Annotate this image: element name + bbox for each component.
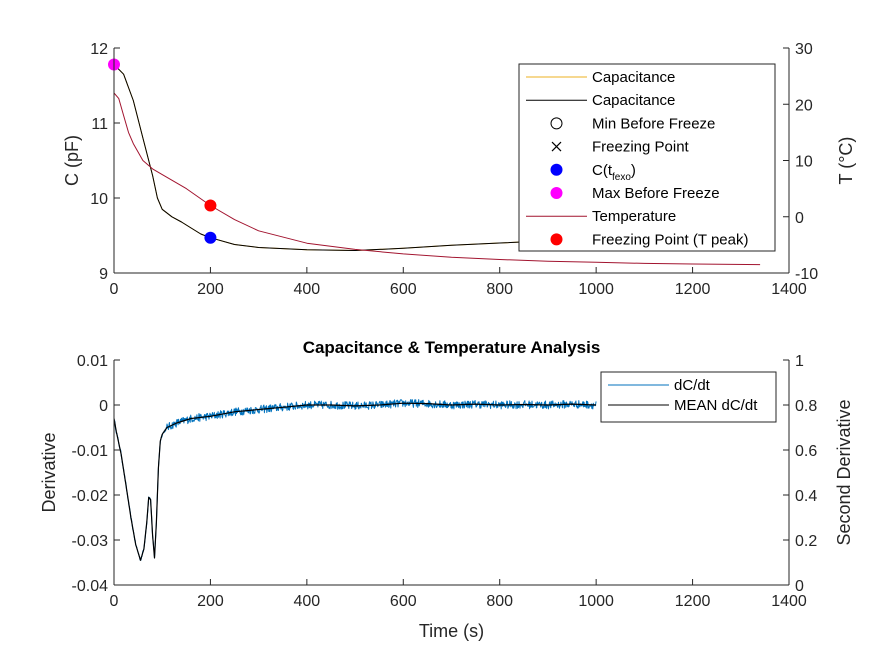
- marker-freezing-point-t-peak-: [204, 199, 217, 212]
- chart-title: Capacitance & Temperature Analysis: [303, 338, 601, 357]
- y-left-tick-label: 0.01: [77, 353, 108, 370]
- y-left-tick-label: -0.02: [72, 488, 109, 505]
- y-right-tick-label: 0: [795, 578, 804, 595]
- series-line-temperature-2: [114, 92, 761, 266]
- x-tick-label: 800: [486, 593, 513, 610]
- legend-box: [600, 371, 777, 423]
- y-left-tick-label: -0.04: [72, 578, 109, 595]
- series-group: [114, 64, 761, 266]
- x-tick-label: 200: [197, 593, 224, 610]
- legend-label: Freezing Point: [592, 139, 690, 156]
- y-left-tick-label: 11: [91, 116, 108, 133]
- y-right-tick-label: 30: [795, 41, 813, 58]
- x-tick-label: 0: [110, 593, 119, 610]
- legend-label: Capacitance: [592, 92, 675, 109]
- x-tick-label: 600: [390, 281, 417, 298]
- series-line-dc-dt-0: [114, 399, 597, 561]
- x-tick-label: 1200: [675, 281, 711, 298]
- y-right-tick-label: -10: [795, 266, 818, 283]
- y-axis-left-label: C (pF): [62, 135, 82, 186]
- y-axis-right-label: T (°C): [836, 137, 856, 185]
- y-right-tick-label: 0: [795, 210, 804, 227]
- x-tick-label: 200: [197, 281, 224, 298]
- bottom-axes: 0 200 400 600 800 1000 1200 1400 -0.04 -0.03 -0.02…: [39, 338, 854, 641]
- x-tick-label: 1000: [578, 593, 614, 610]
- x-tick-label: 1400: [771, 593, 807, 610]
- y-left-tick-label: 9: [99, 266, 108, 283]
- y-right-tick-label: 20: [795, 97, 813, 114]
- x-tick-label: 1200: [675, 593, 711, 610]
- marker-c-tfexo-: [204, 231, 217, 244]
- y-axis-left-label: Derivative: [39, 432, 59, 512]
- legend: Capacitance Capacitance Min Before Freeze F…: [518, 63, 776, 252]
- legend-box: [518, 63, 776, 252]
- legend-label: MEAN dC/dt: [674, 397, 758, 414]
- y-axis-right-label: Second Derivative: [834, 399, 854, 545]
- y-left-tick-label: -0.03: [72, 533, 109, 550]
- y-right-tick-label: 0.2: [795, 533, 817, 550]
- legend-label: Capacitance: [592, 69, 675, 86]
- y-left-tick-label: 10: [90, 191, 108, 208]
- x-tick-label: 400: [294, 281, 321, 298]
- legend-label: Temperature: [592, 208, 676, 225]
- x-tick-label: 800: [486, 281, 513, 298]
- x-tick-label: 1400: [771, 281, 807, 298]
- legend-label: Max Before Freeze: [592, 185, 720, 202]
- series-line-capacitance-1: [114, 64, 597, 251]
- y-right-tick-label: 0.8: [795, 398, 817, 415]
- legend-key-c-t-4: [550, 163, 563, 176]
- x-axis-label: Time (s): [419, 621, 484, 641]
- x-tick-label: 400: [294, 593, 321, 610]
- legend-label: dC/dt: [674, 377, 711, 394]
- top-axes: 0 200 400 600 800 1000 1200 1400 9 10 11 12 -10 0 10 20…: [62, 41, 856, 298]
- legend-key-freezing-point-3: [551, 141, 562, 152]
- x-tick-label: 0: [110, 281, 119, 298]
- y-right-tick-label: 0.6: [795, 443, 817, 460]
- series-group: [114, 399, 597, 561]
- legend: dC/dt MEAN dC/dt: [600, 371, 777, 423]
- legend-key-max-before-freeze-5: [550, 187, 563, 199]
- y-right-tick-label: 10: [795, 154, 813, 171]
- y-left-tick-label: -0.01: [72, 443, 109, 460]
- y-right-tick-label: 1: [795, 353, 804, 370]
- y-left-tick-label: 12: [90, 41, 108, 58]
- x-tick-label: 600: [390, 593, 417, 610]
- y-left-tick-label: 0: [99, 398, 108, 415]
- y-right-tick-label: 0.4: [795, 488, 817, 505]
- legend-key-min-before-freeze-2: [550, 117, 563, 130]
- series-line-mean-dc-dt-1: [114, 402, 597, 561]
- legend-label: Min Before Freeze: [592, 115, 715, 132]
- legend-label: Freezing Point (T peak): [592, 231, 748, 248]
- x-tick-label: 1000: [578, 281, 614, 298]
- legend-key-freezing-point-t-peak--7: [550, 233, 563, 246]
